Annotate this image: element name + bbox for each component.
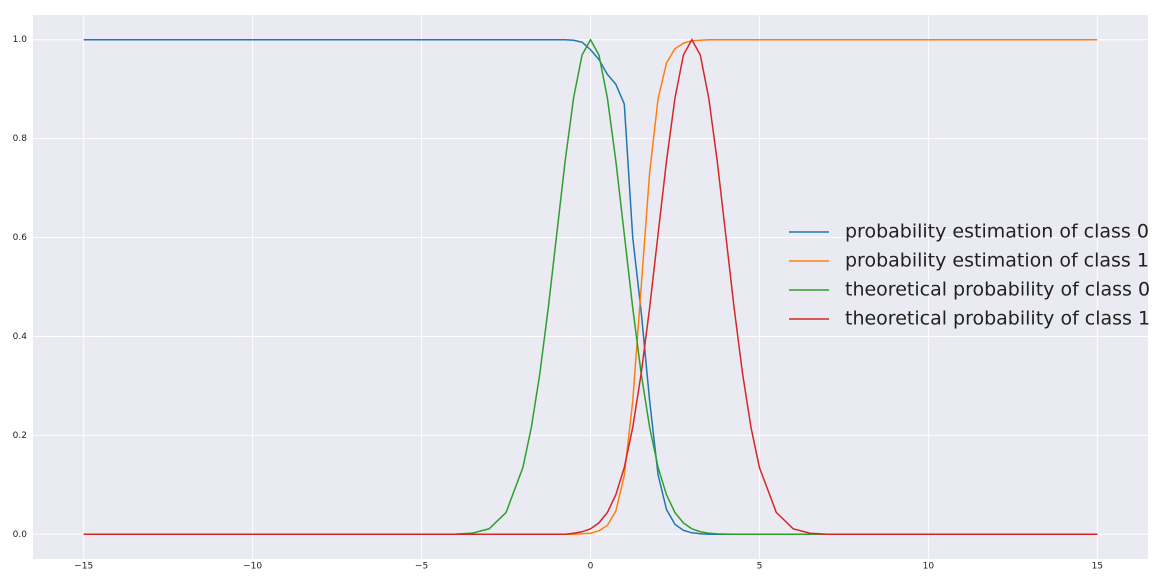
x-tick-label: 15 [1092,562,1103,572]
y-tick-label: 1.0 [13,35,28,45]
x-tick-label: −15 [74,562,93,572]
y-tick-label: 0.8 [13,134,28,144]
legend-label: theoretical probability of class 1 [845,308,1150,330]
x-tick-label: 0 [588,562,594,572]
y-tick-label: 0.4 [13,332,28,342]
x-tick-label: 5 [757,562,763,572]
x-tick-label: −5 [415,562,428,572]
legend-label: theoretical probability of class 0 [845,279,1150,301]
series-line [83,38,1098,536]
legend-label: probability estimation of class 0 [845,221,1149,243]
legend-label: probability estimation of class 1 [845,250,1149,272]
y-tick-label: 0.6 [13,233,28,243]
x-tick-label: 10 [923,562,935,572]
y-tick-label: 0.0 [13,530,28,540]
y-tick-label: 0.2 [13,431,27,441]
x-tick-label: −10 [243,562,262,572]
